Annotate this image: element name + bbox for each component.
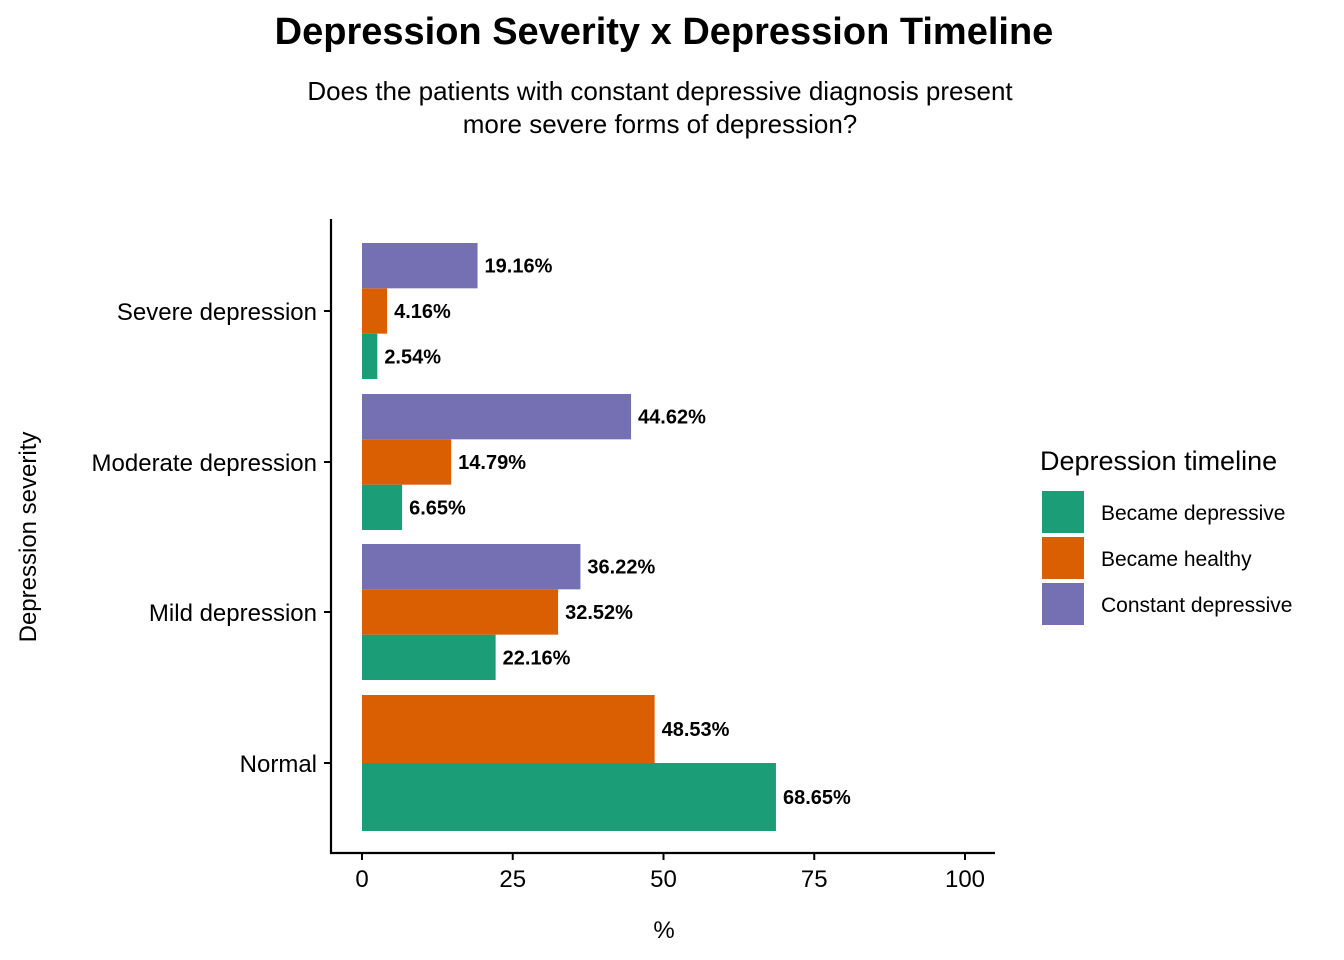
x-tick-label: 0 [355, 866, 368, 893]
legend-title: Depression timeline [1040, 446, 1277, 476]
bar-normal-became-healthy [362, 695, 655, 763]
bar-severe-depression-became-depressive [362, 333, 378, 379]
x-tick-label: 75 [801, 866, 828, 893]
y-tick-label: Severe depression [117, 299, 317, 326]
data-label-mild-depression-became-depressive: 22.16% [503, 647, 571, 669]
bar-severe-depression-constant-depressive [362, 243, 478, 289]
chart-subtitle: Does the patients with constant depressi… [307, 76, 1013, 139]
y-tick-label: Moderate depression [92, 450, 317, 477]
data-label-severe-depression-became-healthy: 4.16% [394, 301, 451, 323]
bar-mild-depression-constant-depressive [362, 544, 581, 590]
legend: Depression timeline Became depressive Bec… [1040, 446, 1292, 625]
data-label-severe-depression-constant-depressive: 19.16% [485, 256, 553, 278]
x-axis-title: % [653, 917, 674, 944]
data-label-moderate-depression-became-depressive: 6.65% [409, 497, 466, 519]
data-label-normal-became-depressive: 68.65% [783, 787, 851, 809]
legend-label-became-healthy: Became healthy [1101, 548, 1252, 571]
data-label-normal-became-healthy: 48.53% [662, 719, 730, 741]
data-label-severe-depression-became-depressive: 2.54% [384, 346, 441, 368]
bar-mild-depression-became-healthy [362, 589, 559, 635]
y-tick-label: Mild depression [149, 600, 317, 627]
bar-severe-depression-became-healthy [362, 288, 388, 334]
data-label-mild-depression-constant-depressive: 36.22% [587, 557, 655, 579]
x-tick-label: 50 [650, 866, 677, 893]
bar-normal-became-depressive [362, 763, 776, 831]
legend-key-became-depressive [1042, 491, 1084, 533]
plot-area: 68.65% 48.53% 22.16% 32.52% 36.22% 6.65% 14.79… [92, 219, 995, 893]
legend-key-became-healthy [1042, 537, 1084, 579]
legend-key-constant-depressive [1042, 583, 1084, 625]
legend-label-constant-depressive: Constant depressive [1101, 594, 1292, 617]
data-label-moderate-depression-constant-depressive: 44.62% [638, 407, 706, 429]
data-label-moderate-depression-became-healthy: 14.79% [458, 452, 526, 474]
bar-moderate-depression-became-depressive [362, 484, 403, 530]
y-tick-label: Normal [240, 751, 317, 778]
bar-mild-depression-became-depressive [362, 634, 496, 680]
x-tick-label: 25 [499, 866, 526, 893]
bar-moderate-depression-constant-depressive [362, 394, 632, 440]
chart-title: Depression Severity x Depression Timelin… [275, 11, 1054, 53]
legend-label-became-depressive: Became depressive [1101, 502, 1285, 525]
x-tick-label: 100 [945, 866, 985, 893]
y-axis-title: Depression severity [15, 432, 42, 643]
data-label-mild-depression-became-healthy: 32.52% [565, 602, 633, 624]
bar-moderate-depression-became-healthy [362, 439, 452, 485]
